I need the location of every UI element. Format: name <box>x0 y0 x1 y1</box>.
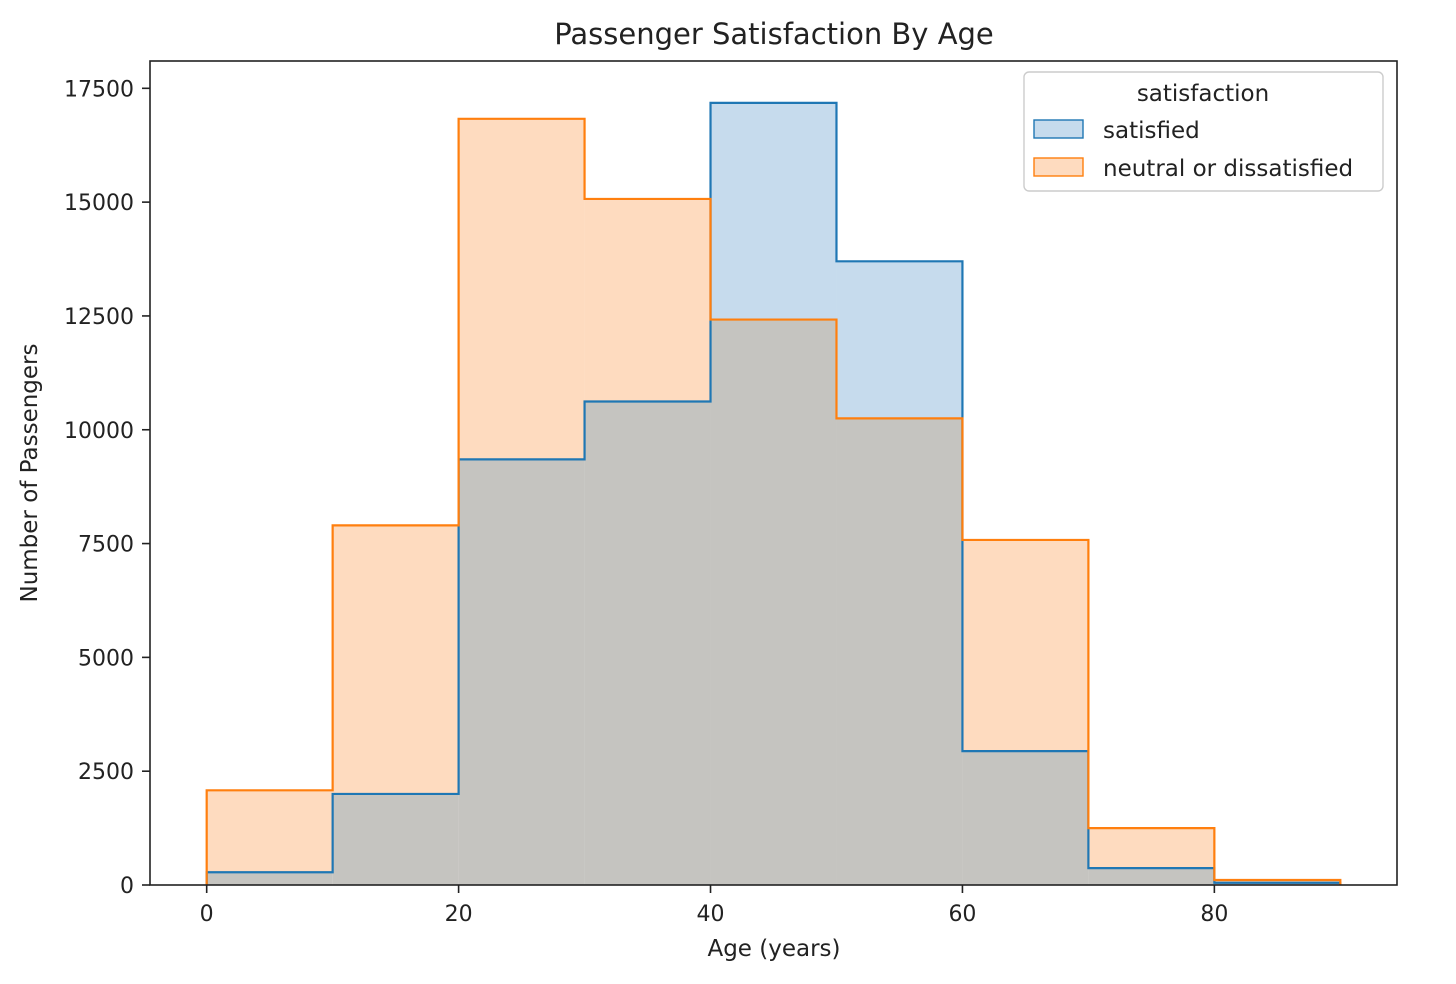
y-axis-label: Number of Passengers <box>17 344 43 603</box>
legend-label-satisfied: satisfied <box>1103 118 1200 144</box>
y-tick-label-7500: 7500 <box>78 533 134 558</box>
x-tick-label-20: 20 <box>445 902 473 927</box>
bar-overlap-bin-4 <box>710 319 837 886</box>
bar-overlap-bin-6 <box>962 751 1089 885</box>
y-axis-ticks: 0 2500 5000 7500 10000 12500 15000 17500 <box>64 77 150 899</box>
bar-neutral-or-dissatisfied-bin-3 <box>584 198 711 402</box>
bar-neutral-or-dissatisfied-bin-0 <box>206 790 333 873</box>
chart-title: Passenger Satisfaction By Age <box>554 17 994 51</box>
y-tick-label-12500: 12500 <box>64 305 134 330</box>
bars-layer <box>206 102 1341 886</box>
x-axis-label: Age (years) <box>707 936 840 962</box>
y-tick-label-0: 0 <box>120 874 134 899</box>
x-axis-ticks: 0 20 40 60 80 <box>200 885 1228 927</box>
bar-satisfied-bin-5 <box>836 261 963 419</box>
bar-overlap-bin-5 <box>836 418 963 885</box>
y-tick-label-10000: 10000 <box>64 419 134 444</box>
y-tick-label-15000: 15000 <box>64 191 134 216</box>
bar-overlap-bin-2 <box>458 459 585 885</box>
x-tick-label-40: 40 <box>697 902 725 927</box>
step-line-satisfied <box>205 101 1342 885</box>
bar-overlap-bin-1 <box>332 793 459 885</box>
bar-neutral-or-dissatisfied-bin-1 <box>332 525 459 794</box>
bar-neutral-or-dissatisfied-bin-6 <box>962 539 1089 752</box>
y-tick-label-2500: 2500 <box>78 760 134 785</box>
legend: satisfaction satisfied neutral or dissat… <box>1023 71 1384 192</box>
bar-overlap-bin-3 <box>584 401 711 885</box>
legend-swatch-neutral-or-dissatisfied <box>1033 157 1084 177</box>
steps-layer <box>205 101 1342 885</box>
y-tick-label-5000: 5000 <box>78 646 134 671</box>
legend-label-neutral-or-dissatisfied: neutral or dissatisfied <box>1103 156 1353 182</box>
bar-satisfied-bin-4 <box>710 102 837 320</box>
legend-title: satisfaction <box>1137 81 1269 107</box>
legend-frame <box>1023 71 1384 192</box>
bar-neutral-or-dissatisfied-bin-7 <box>1088 828 1215 869</box>
x-tick-label-0: 0 <box>200 902 214 927</box>
legend-swatch-satisfied <box>1033 119 1084 139</box>
y-tick-label-17500: 17500 <box>64 77 134 102</box>
bar-neutral-or-dissatisfied-bin-8 <box>1214 879 1341 883</box>
bar-overlap-bin-0 <box>206 872 333 885</box>
bar-overlap-bin-7 <box>1088 868 1215 885</box>
bar-overlap-bin-8 <box>1214 882 1341 885</box>
step-line-neutral-or-dissatisfied <box>205 117 1342 885</box>
bar-neutral-or-dissatisfied-bin-2 <box>458 118 585 460</box>
x-tick-label-80: 80 <box>1200 902 1228 927</box>
x-tick-label-60: 60 <box>948 902 976 927</box>
plot-frame <box>149 60 1398 886</box>
